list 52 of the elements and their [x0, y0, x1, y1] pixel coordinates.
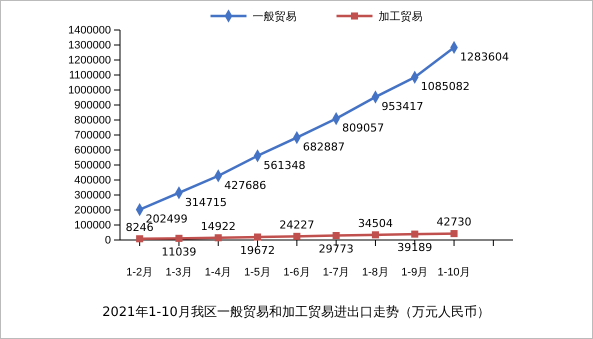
data-label: 314715 — [184, 196, 227, 209]
point — [450, 230, 458, 238]
x-tick-label: 1-10月 — [438, 266, 471, 278]
x-tick-label: 1-3月 — [165, 266, 192, 278]
y-tick-label: 800000 — [74, 114, 111, 127]
y-tick-label: 900000 — [74, 100, 111, 112]
x-tick-label: 1-8月 — [362, 266, 389, 278]
point — [411, 230, 418, 238]
data-label: 19672 — [240, 244, 276, 258]
y-tick-label: 1000000 — [68, 84, 111, 97]
y-tick-label: 200000 — [74, 204, 111, 217]
data-label: 682887 — [302, 140, 345, 154]
y-tick-label: 600000 — [74, 144, 111, 157]
data-label: 953417 — [381, 100, 424, 113]
y-tick-label: 100000 — [74, 220, 111, 232]
x-tick-label: 1-4月 — [204, 266, 232, 278]
point — [254, 234, 262, 241]
point — [293, 232, 300, 240]
y-tick-label: 0 — [104, 234, 111, 247]
y-tick-label: 1100000 — [68, 70, 111, 82]
point — [136, 235, 144, 242]
data-label: 34504 — [358, 216, 393, 230]
data-label: 42730 — [436, 216, 472, 229]
y-tick-label: 1300000 — [68, 40, 111, 52]
data-label: 39189 — [397, 241, 432, 254]
x-tick-label: 1-6月 — [283, 266, 310, 278]
x-tick-label: 1-2月 — [126, 266, 154, 278]
y-tick-label: 300000 — [74, 190, 111, 202]
x-tick-label: 1-5月 — [244, 266, 272, 278]
data-label: 809057 — [342, 122, 384, 135]
point — [372, 231, 379, 238]
data-label: 1283604 — [460, 50, 510, 64]
point — [214, 234, 222, 242]
y-tick-label: 500000 — [74, 160, 111, 172]
data-label: 427686 — [224, 178, 266, 192]
point — [332, 232, 340, 240]
y-tick-label: 1200000 — [68, 54, 111, 67]
data-label: 1085082 — [420, 80, 470, 94]
data-label: 11039 — [161, 245, 196, 258]
x-tick-label: 1-9月 — [401, 266, 428, 278]
point — [175, 234, 182, 242]
y-tick-label: 400000 — [74, 174, 111, 187]
legend-label: 加工贸易 — [378, 10, 422, 23]
data-label: 29773 — [318, 242, 354, 256]
data-label: 24227 — [279, 218, 314, 232]
y-tick-label: 700000 — [74, 130, 111, 142]
x-tick-label: 1-7月 — [322, 266, 350, 278]
legend-label: 一般贸易 — [252, 10, 296, 23]
data-label: 14922 — [200, 220, 236, 233]
y-tick-label: 1400000 — [68, 24, 111, 37]
text: 2021年1-10月我区一般贸易和加工贸易进出口走势（万元人民币） — [102, 305, 490, 320]
data-label: 561348 — [264, 158, 306, 172]
